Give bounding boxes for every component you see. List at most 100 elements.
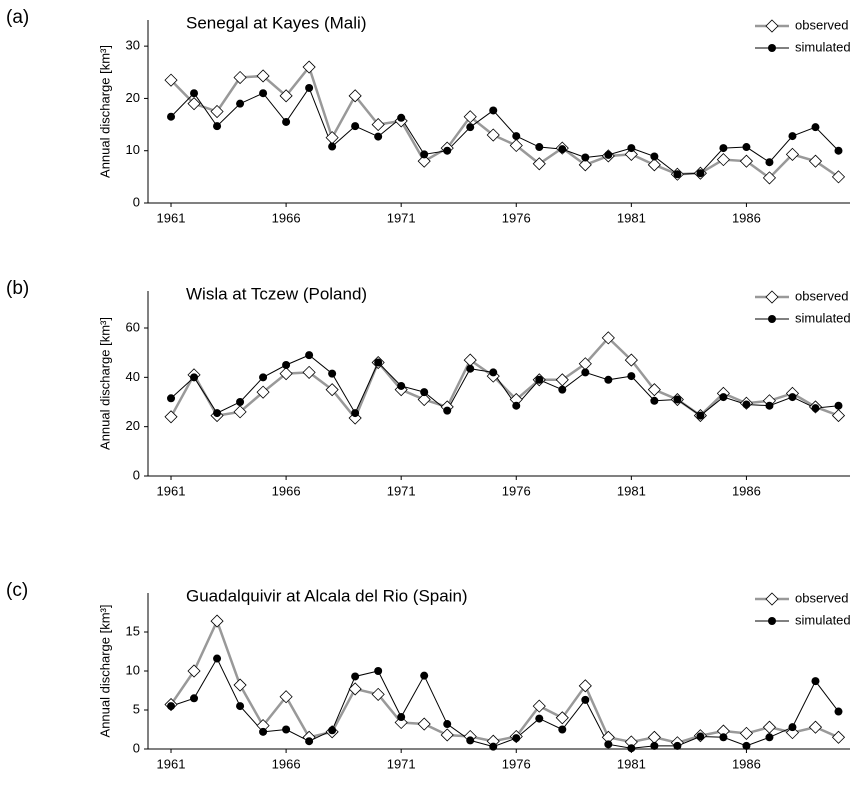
- point: [765, 401, 774, 410]
- point: [443, 720, 452, 729]
- point: [348, 682, 362, 696]
- point: [558, 145, 567, 154]
- point: [831, 730, 846, 744]
- point: [302, 365, 316, 379]
- point: [604, 740, 613, 749]
- point: [739, 154, 753, 168]
- point: [167, 702, 176, 711]
- point: [604, 375, 613, 384]
- legend-marker: [765, 19, 779, 33]
- point: [581, 368, 590, 377]
- point: [831, 409, 846, 423]
- point: [762, 171, 777, 185]
- point: [532, 157, 546, 171]
- point: [236, 702, 245, 711]
- point: [279, 367, 293, 381]
- point: [673, 741, 682, 750]
- point: [374, 358, 383, 367]
- legend-marker: [765, 592, 779, 606]
- legend-label: simulated: [795, 310, 851, 325]
- y-axis-label: Annual discharge [km³]: [97, 605, 112, 738]
- point: [236, 99, 245, 108]
- point: [190, 89, 199, 98]
- point: [328, 142, 337, 151]
- point: [302, 60, 316, 74]
- series-line: [170, 64, 840, 180]
- point: [489, 742, 498, 751]
- point: [742, 741, 751, 750]
- point: [834, 707, 843, 716]
- point: [282, 725, 291, 734]
- x-tick-label: 1961: [157, 210, 186, 225]
- point: [282, 117, 291, 126]
- y-tick-label: 0: [133, 740, 140, 755]
- point: [650, 741, 659, 750]
- point: [808, 720, 823, 734]
- legend-label: observed: [795, 288, 848, 303]
- point: [187, 664, 201, 678]
- y-tick-label: 30: [126, 38, 140, 53]
- point: [811, 404, 820, 413]
- point: [417, 717, 431, 731]
- point: [210, 614, 224, 628]
- point: [305, 83, 314, 92]
- point: [213, 654, 222, 663]
- point: [371, 687, 385, 701]
- point: [213, 409, 222, 418]
- point: [417, 154, 431, 168]
- point: [581, 153, 590, 162]
- point: [512, 734, 521, 743]
- point: [627, 144, 636, 153]
- y-tick-label: 0: [133, 467, 140, 482]
- point: [440, 728, 454, 742]
- point: [742, 143, 751, 152]
- x-tick-label: 1961: [157, 483, 186, 498]
- point: [279, 690, 293, 704]
- point: [716, 153, 730, 167]
- point: [601, 331, 615, 345]
- point: [647, 158, 661, 172]
- series-line: [170, 657, 839, 749]
- point: [351, 122, 360, 131]
- point: [351, 672, 360, 681]
- point: [650, 396, 659, 405]
- point: [512, 401, 521, 410]
- point: [627, 372, 636, 381]
- point: [719, 144, 728, 153]
- panel-label: (b): [6, 278, 29, 299]
- point: [325, 383, 339, 397]
- legend-label: simulated: [795, 39, 851, 54]
- y-tick-label: 20: [126, 418, 140, 433]
- point: [696, 411, 705, 420]
- point: [328, 369, 337, 378]
- point: [788, 393, 797, 402]
- point: [164, 410, 178, 424]
- point: [374, 667, 383, 675]
- point: [397, 113, 406, 122]
- point: [719, 393, 728, 402]
- x-tick-label: 1986: [732, 210, 761, 225]
- point: [811, 123, 820, 132]
- legend-label: observed: [795, 17, 848, 32]
- point: [210, 104, 224, 119]
- point: [167, 112, 176, 121]
- legend-marker: [768, 315, 776, 323]
- point: [213, 122, 222, 131]
- point: [236, 398, 245, 406]
- point: [788, 723, 797, 732]
- point: [305, 351, 314, 360]
- y-tick-label: 60: [126, 319, 140, 334]
- point: [233, 405, 247, 419]
- legend-label: observed: [795, 590, 848, 605]
- point: [765, 733, 774, 742]
- point: [466, 123, 475, 132]
- point: [233, 70, 247, 85]
- x-tick-label: 1981: [617, 756, 646, 771]
- point: [420, 671, 429, 680]
- legend-label: simulated: [795, 612, 851, 627]
- point: [811, 677, 820, 686]
- point: [604, 150, 613, 159]
- point: [558, 385, 567, 394]
- chart-title: Wisla at Tczew (Poland): [186, 284, 367, 303]
- point: [673, 170, 682, 179]
